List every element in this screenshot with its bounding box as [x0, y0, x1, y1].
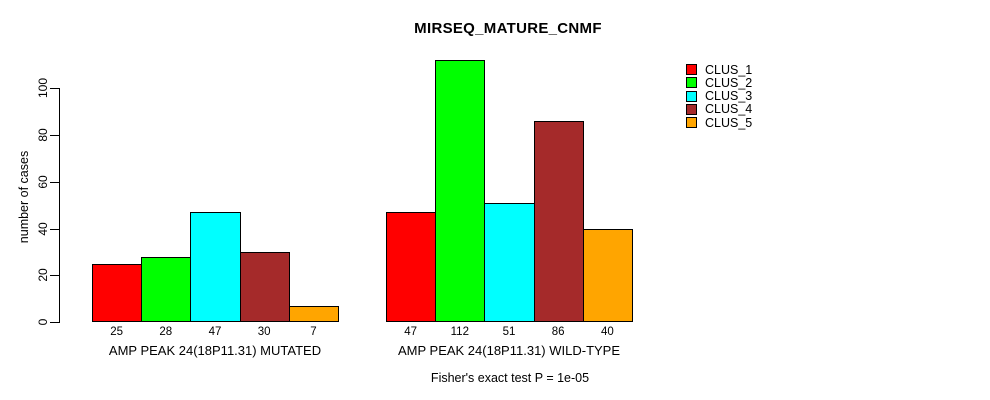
bar-value-label: 40	[600, 326, 614, 338]
y-tick-label: 40	[36, 221, 50, 236]
y-tick	[50, 181, 59, 183]
y-tick	[50, 135, 59, 137]
bar-clus_4-group2	[533, 121, 584, 322]
y-tick	[50, 228, 59, 230]
x-category-label: AMP PEAK 24(18P11.31) MUTATED	[108, 343, 322, 358]
bar-value-label: 86	[551, 326, 565, 338]
bar-clus_2-group2	[435, 60, 486, 322]
bar-clus_1-group2	[386, 212, 437, 322]
legend-swatch-clus_2	[686, 77, 697, 89]
x-category-label: AMP PEAK 24(18P11.31) WILD-TYPE	[397, 343, 621, 358]
bar-value-label: 25	[110, 326, 123, 338]
legend-label: CLUS_3	[705, 89, 753, 104]
bar-value-label: 30	[257, 326, 271, 338]
y-axis-label: number of cases	[17, 150, 31, 244]
chart-title: MIRSEQ_MATURE_CNMF	[414, 20, 602, 37]
bar-value-label: 28	[159, 326, 173, 338]
legend-swatch-clus_5	[686, 117, 697, 128]
bar-value-label: 7	[310, 326, 317, 338]
bar-clus_3-group1	[190, 212, 241, 322]
bar-clus_3-group2	[484, 202, 535, 322]
legend-label: CLUS_5	[705, 115, 753, 130]
y-axis-line	[59, 88, 60, 323]
y-tick-label: 80	[36, 128, 50, 142]
y-tick	[50, 88, 59, 90]
y-tick-label: 0	[36, 318, 50, 326]
bar-value-label: 51	[502, 326, 516, 338]
legend-label: CLUS_2	[705, 75, 753, 90]
legend-label: CLUS_4	[705, 102, 753, 117]
bar-clus_5-group2	[582, 228, 633, 322]
y-tick-label: 60	[36, 175, 50, 189]
y-tick-label: 100	[36, 78, 50, 99]
bar-clus_5-group1	[288, 305, 339, 322]
bar-clus_2-group1	[141, 256, 192, 322]
bar-clus_1-group1	[92, 263, 143, 322]
bar-value-label: 112	[450, 326, 469, 338]
bar-clus_4-group1	[239, 251, 290, 322]
y-tick	[50, 275, 59, 277]
legend-swatch-clus_4	[686, 103, 697, 115]
bar-value-label: 47	[404, 326, 417, 338]
y-tick-label: 20	[36, 268, 50, 282]
y-tick	[50, 322, 59, 323]
legend-swatch-clus_1	[686, 64, 697, 76]
legend-swatch-clus_3	[686, 90, 697, 102]
legend-label: CLUS_1	[705, 62, 753, 77]
fisher-test-annotation: Fisher's exact test P = 1e-05	[430, 371, 590, 385]
bar-value-label: 47	[208, 326, 222, 338]
